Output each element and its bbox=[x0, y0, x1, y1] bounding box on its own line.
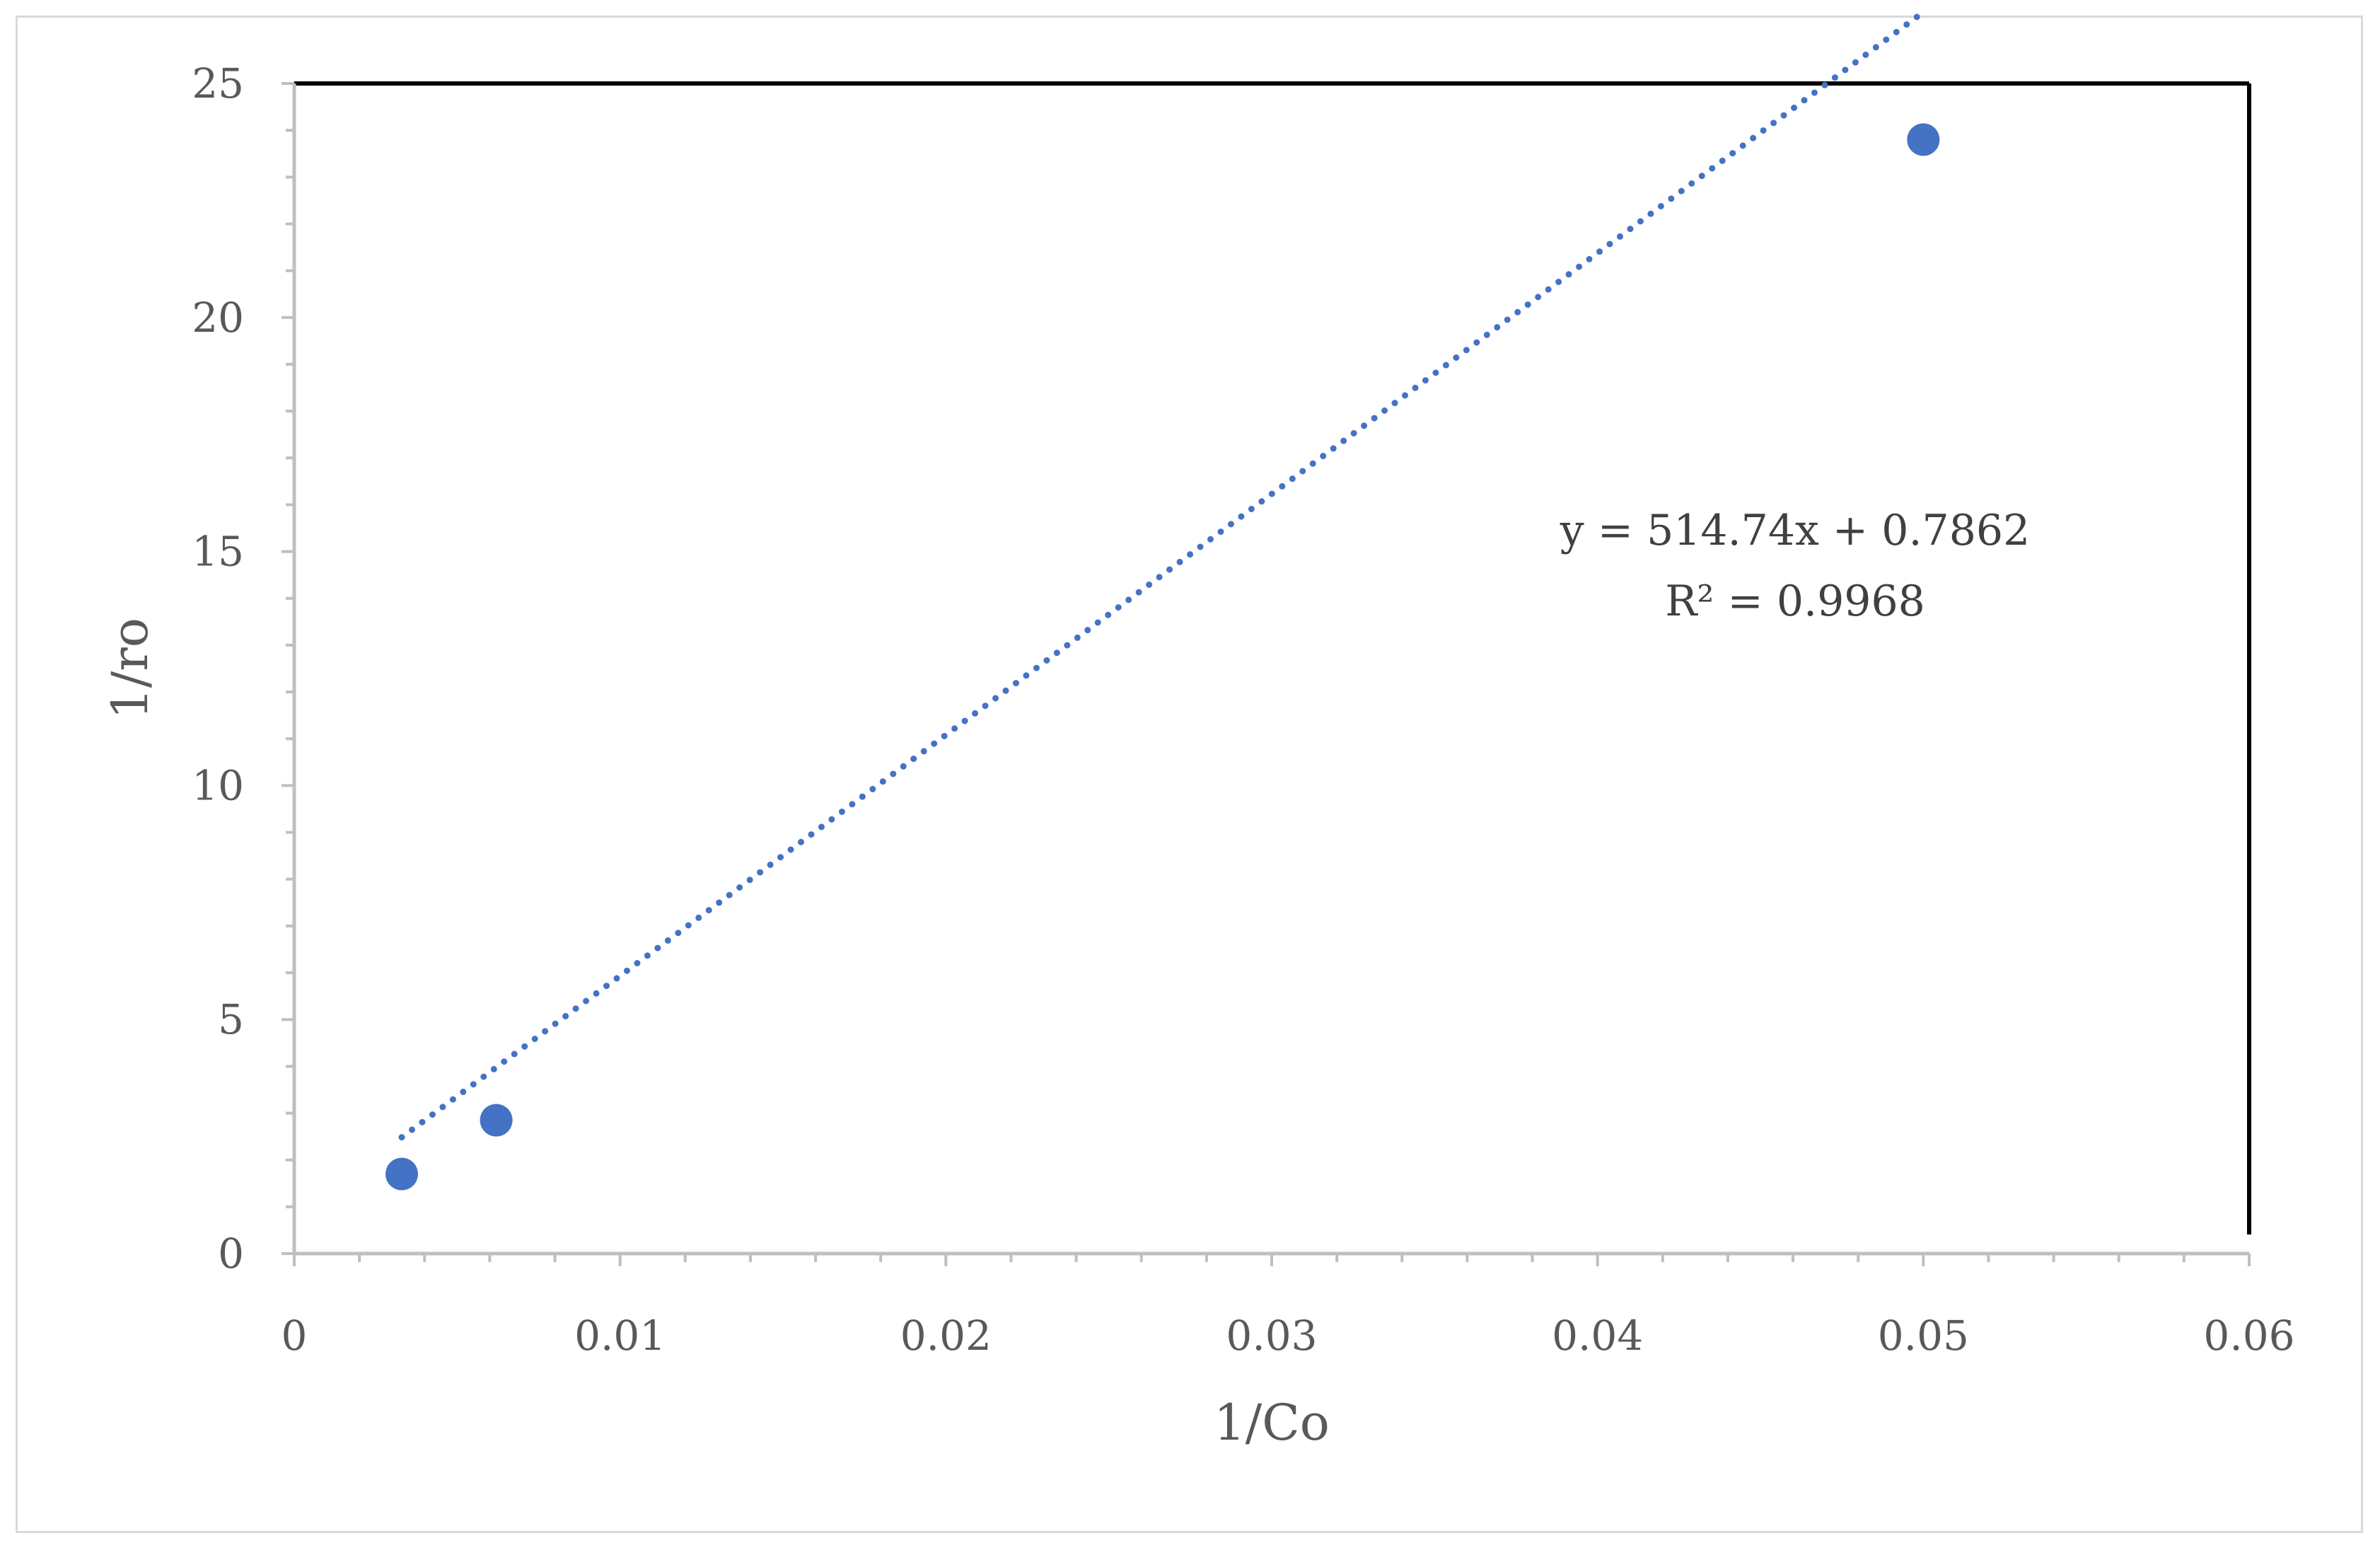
trendline bbox=[398, 8, 1927, 1141]
data-points bbox=[385, 123, 1940, 1191]
y-tick-label: 5 bbox=[218, 995, 244, 1043]
x-axis-ticks bbox=[293, 1254, 2251, 1266]
x-axis-title: 1/Co bbox=[1214, 1394, 1330, 1452]
x-axis-tick-labels: 0 0.01 0.02 0.03 0.04 0.05 0.06 bbox=[281, 1312, 2295, 1360]
x-tick-label: 0.03 bbox=[1226, 1312, 1317, 1360]
y-tick-label: 20 bbox=[192, 294, 244, 342]
y-tick-label: 25 bbox=[192, 59, 244, 108]
data-point bbox=[480, 1104, 513, 1137]
data-point bbox=[385, 1157, 419, 1191]
y-tick-label: 10 bbox=[192, 761, 244, 809]
y-tick-label: 15 bbox=[192, 528, 244, 576]
trendline-equation: y = 514.74x + 0.7862 bbox=[1560, 506, 2030, 555]
x-tick-label: 0.04 bbox=[1552, 1312, 1643, 1360]
y-axis-tick-labels: 0 5 10 15 20 25 bbox=[192, 59, 244, 1278]
r-squared-label: R² = 0.9968 bbox=[1665, 577, 1925, 626]
chart-frame bbox=[16, 16, 2363, 1533]
x-tick-label: 0 bbox=[281, 1312, 308, 1360]
x-tick-label: 0.01 bbox=[574, 1312, 666, 1360]
y-tick-label: 0 bbox=[218, 1230, 244, 1278]
trendline-path bbox=[398, 8, 1927, 1141]
x-tick-label: 0.06 bbox=[2203, 1312, 2294, 1360]
x-tick-label: 0.02 bbox=[900, 1312, 992, 1360]
data-point bbox=[1907, 123, 1940, 156]
y-axis-title: 1/ro bbox=[101, 618, 159, 719]
x-tick-label: 0.05 bbox=[1878, 1312, 1969, 1360]
y-axis-ticks bbox=[281, 82, 294, 1255]
